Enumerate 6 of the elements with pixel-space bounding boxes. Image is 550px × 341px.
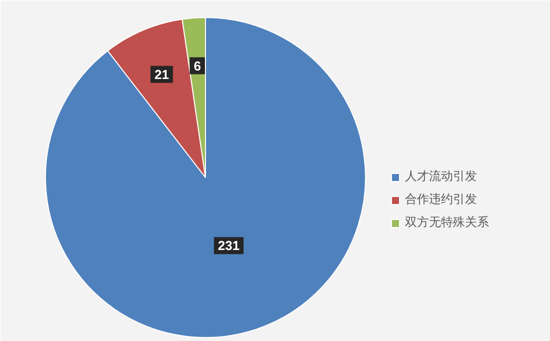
legend-label: 合作违约引发 [405,191,477,208]
legend-label: 人才流动引发 [405,168,477,185]
data-label: 6 [194,58,201,74]
legend-label: 双方无特殊关系 [405,214,489,231]
data-label: 231 [218,238,240,254]
data-label: 21 [154,66,169,82]
